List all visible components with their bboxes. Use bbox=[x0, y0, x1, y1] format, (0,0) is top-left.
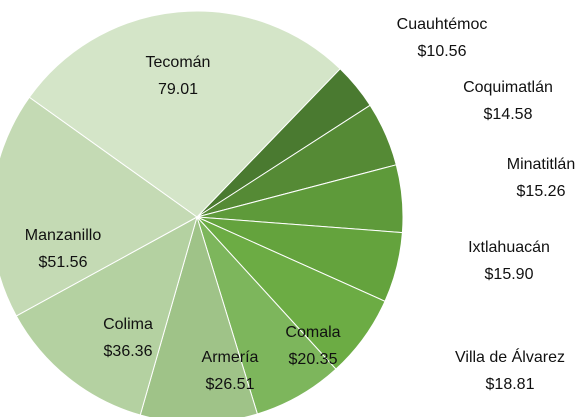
pie-slice bbox=[15, 215, 198, 416]
value-label: 79.01 bbox=[158, 81, 198, 98]
slice-label: Villa de Álvarez bbox=[455, 347, 565, 366]
value-label: $20.35 bbox=[289, 351, 338, 368]
value-label: $26.51 bbox=[206, 376, 255, 393]
value-label: $36.36 bbox=[104, 343, 153, 360]
value-label: $14.58 bbox=[484, 106, 533, 123]
pie-slice bbox=[0, 96, 198, 317]
slice-label: Armería bbox=[202, 349, 259, 366]
slice-label: Minatitlán bbox=[507, 156, 575, 173]
slice-label: Tecomán bbox=[146, 54, 211, 71]
value-label: $15.26 bbox=[517, 183, 566, 200]
slice-label: Colima bbox=[103, 316, 153, 333]
value-label: $15.90 bbox=[485, 266, 534, 283]
value-label: $10.56 bbox=[418, 43, 467, 60]
value-label: $51.56 bbox=[39, 254, 88, 271]
value-label: $18.81 bbox=[486, 376, 535, 393]
slice-label: Comala bbox=[285, 324, 340, 341]
slice-label: Coquimatlán bbox=[463, 79, 553, 96]
slice-label: Ixtlahuacán bbox=[468, 239, 550, 256]
slice-label: Cuauhtémoc bbox=[397, 16, 488, 33]
slice-label: Manzanillo bbox=[25, 227, 102, 244]
pie-slice bbox=[139, 215, 259, 417]
pie-slice bbox=[28, 10, 341, 218]
